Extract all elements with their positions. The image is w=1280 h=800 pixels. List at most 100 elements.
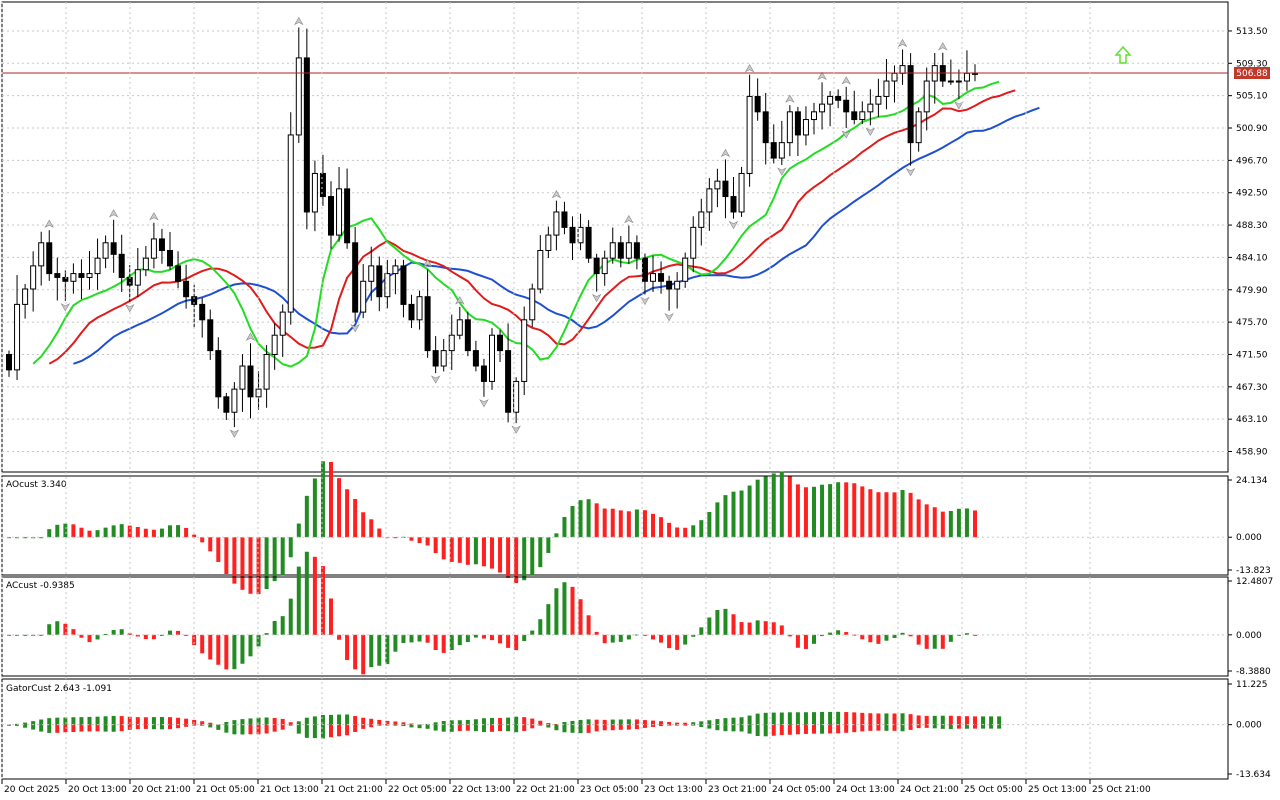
histogram-bar: [288, 537, 293, 558]
candle: [545, 226, 552, 258]
candle: [376, 256, 383, 312]
gator-bar: [498, 718, 503, 725]
candle: [843, 86, 850, 129]
histogram-bar: [393, 537, 398, 539]
gator-bar: [320, 715, 325, 725]
fractal-down-icon: [664, 313, 674, 322]
gator-bar: [119, 716, 124, 725]
gator-bar: [200, 724, 205, 726]
candle: [778, 120, 785, 166]
gator-bar: [304, 717, 309, 725]
gator-bar: [192, 724, 197, 726]
gator-bar: [280, 718, 285, 725]
current-price-label-bg: [1234, 67, 1270, 79]
alligator-lips-line: [32, 80, 1000, 368]
gator-bar: [908, 724, 913, 730]
gator-bar: [465, 719, 470, 725]
histogram-bar: [642, 510, 647, 538]
histogram-bar: [296, 523, 301, 538]
histogram-bar: [852, 483, 857, 538]
histogram-bar: [626, 634, 631, 640]
histogram-bar: [964, 633, 969, 635]
candle: [811, 102, 817, 135]
gator-bar: [795, 724, 800, 735]
gator-bar: [924, 724, 929, 728]
time-tick-label: 25 Oct 05:00: [964, 785, 1023, 795]
histogram-bar: [304, 495, 309, 538]
candle: [658, 261, 665, 294]
histogram-bar: [103, 527, 108, 538]
candle: [569, 216, 576, 260]
fractal-up-icon: [744, 64, 755, 73]
candle: [875, 78, 882, 117]
gator-bar: [506, 724, 511, 732]
gator-bar: [787, 724, 792, 735]
gator-bar: [23, 722, 28, 725]
gator-bar: [997, 716, 1002, 725]
histogram-bar: [232, 634, 237, 670]
histogram-bar: [87, 634, 92, 643]
gator-bar: [554, 724, 559, 726]
gator-bar: [55, 717, 60, 725]
ao-histogram: [7, 461, 977, 595]
gator-bar: [329, 714, 333, 725]
gator-bar: [715, 719, 720, 725]
gator-bar: [433, 724, 438, 731]
histogram-bar: [610, 634, 615, 643]
gator-bar: [143, 724, 148, 729]
gator-bar: [844, 724, 849, 733]
gator-bar: [602, 719, 607, 725]
candle: [666, 275, 673, 311]
histogram-bar: [828, 632, 833, 635]
gator-bar: [634, 724, 639, 730]
histogram-bar: [312, 556, 317, 635]
gator-bar: [956, 724, 961, 729]
gator-bar: [981, 724, 986, 729]
gator-bar: [803, 712, 808, 725]
gator-bar: [892, 724, 897, 731]
gator-bar: [675, 722, 680, 725]
histogram-bar: [667, 522, 672, 538]
histogram-bar: [747, 485, 752, 538]
fractal-down-icon: [591, 293, 602, 303]
fractal-up-icon: [245, 332, 256, 341]
ao-panel[interactable]: AOcust 3.340 24.134 0.000 -13.823: [1, 461, 1271, 595]
price-panel[interactable]: 513.50 509.30 505.10 500.90 496.70 492.50 488.…: [1, 1, 1270, 473]
fractal-down-icon: [865, 127, 876, 136]
candle: [472, 340, 479, 372]
histogram-bar: [594, 503, 599, 538]
gator-bar: [667, 722, 672, 725]
candle: [134, 248, 141, 298]
price-tick-label: 500.90: [1236, 124, 1268, 134]
candle: [561, 201, 568, 235]
histogram-bar: [240, 634, 245, 664]
histogram-bar: [771, 473, 776, 538]
candle: [223, 392, 230, 420]
gator-bar: [642, 720, 647, 725]
gator-bar: [119, 724, 124, 732]
gator-bar: [868, 713, 873, 725]
gator-bar: [562, 722, 567, 725]
histogram-bar: [208, 634, 213, 660]
candle: [336, 167, 343, 242]
axis-tick-label: 12.4807: [1236, 577, 1273, 587]
gator-bar: [264, 724, 269, 734]
histogram-bar: [683, 527, 688, 538]
gator-bar: [135, 717, 140, 725]
candle: [955, 69, 962, 99]
gator-bar: [159, 724, 164, 730]
gator-bar: [538, 724, 543, 726]
histogram-bar: [562, 582, 567, 635]
histogram-bar: [401, 634, 406, 643]
histogram-bar: [522, 634, 527, 642]
ac-panel[interactable]: ACcust -0.9385 12.4807 0.000 -8.3880: [1, 551, 1273, 677]
time-tick-label: 22 Oct 21:00: [516, 785, 575, 795]
time-tick-label: 20 Oct 2025: [4, 785, 60, 795]
histogram-bar: [490, 634, 494, 641]
candle: [46, 230, 53, 281]
candle: [819, 82, 826, 130]
histogram-bar: [707, 511, 712, 538]
histogram-bar: [95, 634, 100, 640]
histogram-bar: [892, 634, 897, 638]
